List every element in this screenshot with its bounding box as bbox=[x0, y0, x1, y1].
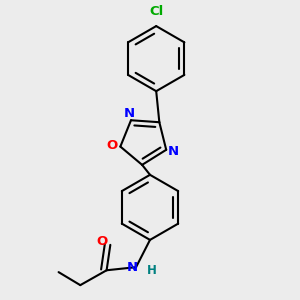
Text: N: N bbox=[127, 261, 138, 274]
Text: N: N bbox=[124, 107, 135, 120]
Text: O: O bbox=[96, 235, 107, 248]
Text: Cl: Cl bbox=[149, 5, 163, 18]
Text: H: H bbox=[147, 264, 157, 278]
Text: O: O bbox=[106, 140, 117, 152]
Text: N: N bbox=[167, 145, 178, 158]
